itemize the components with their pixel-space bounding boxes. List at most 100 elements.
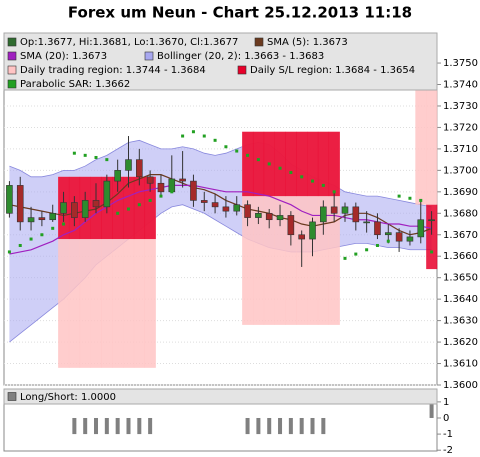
sar-dot bbox=[289, 171, 293, 175]
sar-dot bbox=[397, 194, 401, 198]
y-tick-label: 1.3650 bbox=[443, 273, 478, 284]
y-tick-label: 1.3680 bbox=[443, 208, 478, 219]
y-tick-label: -1 bbox=[443, 429, 453, 440]
region bbox=[274, 131, 286, 325]
legend-swatch bbox=[7, 37, 17, 47]
candle-body bbox=[363, 221, 370, 224]
region bbox=[426, 75, 438, 205]
bar bbox=[299, 417, 304, 435]
region bbox=[426, 204, 438, 270]
legend-swatch bbox=[144, 51, 154, 61]
y-tick-label: 1.3600 bbox=[443, 380, 478, 391]
y-tick-label: -2 bbox=[443, 445, 453, 456]
bollinger-upper bbox=[9, 139, 432, 208]
candle-body bbox=[276, 215, 284, 221]
sar-dot bbox=[40, 233, 44, 237]
legend-swatch bbox=[237, 65, 247, 75]
sar-dot bbox=[256, 158, 260, 162]
sar-dot bbox=[191, 130, 195, 134]
sar-dot bbox=[408, 196, 412, 200]
sar-dot bbox=[7, 250, 11, 254]
region bbox=[58, 176, 70, 368]
candle-body bbox=[146, 176, 154, 184]
region bbox=[328, 131, 340, 325]
region bbox=[79, 176, 91, 368]
candle-body bbox=[49, 212, 57, 221]
sar-dot bbox=[332, 190, 336, 194]
candle-body bbox=[265, 212, 273, 221]
candle-body bbox=[81, 200, 89, 218]
region bbox=[101, 176, 113, 368]
region bbox=[296, 131, 308, 197]
sar-dot bbox=[278, 166, 282, 170]
sar-dot bbox=[246, 153, 250, 157]
sar-dot bbox=[300, 175, 304, 179]
region bbox=[317, 131, 330, 197]
y-tick-label: 1.3730 bbox=[443, 101, 478, 112]
sar-dot bbox=[170, 190, 174, 194]
sar-dot bbox=[51, 226, 55, 230]
candle-body bbox=[244, 204, 251, 218]
region bbox=[296, 131, 308, 325]
region bbox=[328, 131, 340, 197]
region bbox=[285, 131, 297, 197]
candle-body bbox=[103, 180, 111, 208]
y-tick-label: 1.3720 bbox=[443, 122, 478, 133]
candle-body bbox=[114, 170, 121, 182]
candle-body bbox=[92, 200, 100, 208]
sar-dot bbox=[18, 243, 22, 247]
sar-dot bbox=[343, 256, 347, 260]
candle-body bbox=[16, 185, 24, 223]
region bbox=[242, 131, 254, 325]
line bbox=[9, 184, 432, 255]
y-tick-label: 1.3690 bbox=[443, 187, 478, 198]
region bbox=[144, 176, 156, 368]
sar-dot bbox=[311, 179, 315, 183]
sar-dot bbox=[430, 250, 434, 254]
candle-body bbox=[298, 234, 305, 240]
y-tick-label: 1.3620 bbox=[443, 337, 478, 348]
region bbox=[415, 75, 427, 205]
candle-body bbox=[179, 178, 186, 182]
region bbox=[133, 176, 146, 240]
candle-body bbox=[309, 221, 316, 240]
chart-title: Forex um Neun - Chart 25.12.2013 11:18 bbox=[68, 4, 412, 22]
bar bbox=[256, 417, 261, 435]
sar-dot bbox=[29, 237, 33, 241]
region bbox=[252, 131, 265, 197]
candle-body bbox=[341, 206, 349, 214]
bar bbox=[310, 417, 315, 435]
sar-dot bbox=[159, 194, 163, 198]
legend-swatch bbox=[7, 392, 17, 401]
candle-body bbox=[136, 159, 143, 178]
candle-body bbox=[287, 215, 295, 236]
legend-swatch bbox=[7, 79, 17, 89]
bar bbox=[429, 401, 434, 418]
bar bbox=[137, 417, 142, 435]
bar bbox=[126, 417, 131, 435]
sar-dot bbox=[202, 134, 206, 138]
line bbox=[9, 174, 432, 236]
bar bbox=[115, 417, 120, 435]
candle-body bbox=[406, 236, 414, 242]
candle-body bbox=[395, 232, 403, 242]
sar-dot bbox=[83, 153, 87, 157]
sar-dot bbox=[224, 145, 228, 149]
candle-body bbox=[38, 217, 46, 221]
sar-dot bbox=[267, 162, 271, 166]
region bbox=[90, 176, 102, 368]
sar-dot bbox=[321, 183, 325, 187]
legend-label: Daily S/L region: 1.3684 - 1.3654 bbox=[250, 65, 415, 76]
bar bbox=[94, 417, 99, 435]
candle-body bbox=[417, 219, 425, 238]
bar bbox=[288, 417, 293, 435]
candle-body bbox=[320, 206, 327, 223]
bar bbox=[83, 417, 88, 435]
candle-body bbox=[168, 178, 176, 193]
sar-dot bbox=[354, 252, 358, 256]
candle-body bbox=[71, 202, 78, 218]
region bbox=[252, 131, 265, 325]
bar bbox=[148, 417, 153, 435]
bar bbox=[104, 417, 109, 435]
